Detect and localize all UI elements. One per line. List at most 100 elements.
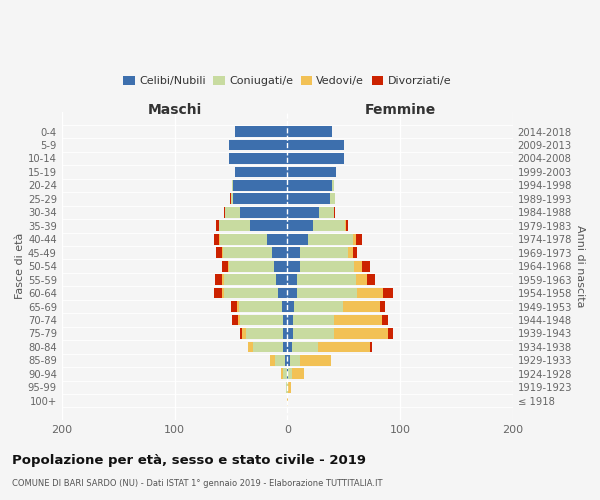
Bar: [308, 234, 353, 244]
Bar: [278, 288, 287, 298]
Bar: [357, 288, 383, 298]
Bar: [222, 288, 224, 298]
Bar: [298, 274, 356, 285]
Bar: [383, 288, 394, 298]
Bar: [289, 368, 292, 379]
Bar: [250, 220, 287, 231]
Bar: [287, 274, 298, 285]
Bar: [245, 328, 283, 339]
Bar: [231, 301, 236, 312]
Bar: [356, 274, 367, 285]
Bar: [332, 180, 334, 191]
Bar: [300, 261, 354, 272]
Bar: [334, 328, 388, 339]
Bar: [214, 288, 222, 298]
Bar: [240, 314, 283, 326]
Bar: [224, 274, 276, 285]
Bar: [223, 248, 272, 258]
Bar: [287, 234, 308, 244]
Bar: [235, 126, 287, 137]
Bar: [287, 180, 332, 191]
Bar: [287, 396, 289, 406]
Bar: [224, 207, 225, 218]
Bar: [370, 342, 372, 352]
Bar: [281, 368, 283, 379]
Bar: [229, 140, 287, 150]
Bar: [287, 207, 319, 218]
Bar: [356, 234, 362, 244]
Bar: [290, 355, 300, 366]
Bar: [239, 301, 281, 312]
Y-axis label: Fasce di età: Fasce di età: [15, 233, 25, 300]
Bar: [216, 248, 222, 258]
Bar: [292, 368, 304, 379]
Bar: [271, 355, 275, 366]
Bar: [287, 355, 290, 366]
Bar: [353, 248, 357, 258]
Bar: [287, 342, 292, 352]
Bar: [218, 220, 250, 231]
Bar: [287, 301, 294, 312]
Bar: [287, 328, 293, 339]
Bar: [215, 274, 222, 285]
Bar: [380, 301, 385, 312]
Bar: [319, 207, 334, 218]
Bar: [233, 180, 287, 191]
Bar: [287, 166, 336, 177]
Bar: [367, 274, 375, 285]
Bar: [275, 355, 285, 366]
Y-axis label: Anni di nascita: Anni di nascita: [575, 225, 585, 308]
Bar: [298, 288, 357, 298]
Bar: [354, 261, 362, 272]
Bar: [283, 328, 287, 339]
Bar: [225, 207, 240, 218]
Bar: [388, 328, 394, 339]
Bar: [343, 301, 380, 312]
Bar: [287, 153, 344, 164]
Bar: [240, 207, 287, 218]
Bar: [287, 288, 298, 298]
Bar: [382, 314, 388, 326]
Bar: [231, 194, 233, 204]
Bar: [287, 248, 300, 258]
Bar: [300, 248, 348, 258]
Bar: [214, 234, 218, 244]
Bar: [274, 261, 287, 272]
Text: Femmine: Femmine: [364, 103, 436, 117]
Bar: [218, 234, 220, 244]
Bar: [330, 194, 335, 204]
Bar: [287, 382, 289, 392]
Bar: [242, 328, 245, 339]
Bar: [220, 234, 267, 244]
Bar: [236, 301, 239, 312]
Bar: [287, 140, 344, 150]
Bar: [272, 248, 287, 258]
Bar: [313, 220, 345, 231]
Bar: [287, 368, 289, 379]
Bar: [222, 274, 224, 285]
Legend: Celibi/Nubili, Coniugati/e, Vedovi/e, Divorziati/e: Celibi/Nubili, Coniugati/e, Vedovi/e, Di…: [119, 72, 455, 91]
Bar: [248, 342, 253, 352]
Text: Maschi: Maschi: [148, 103, 202, 117]
Bar: [334, 207, 335, 218]
Bar: [287, 314, 293, 326]
Bar: [222, 248, 223, 258]
Bar: [240, 328, 242, 339]
Bar: [216, 220, 218, 231]
Bar: [353, 234, 356, 244]
Bar: [287, 194, 330, 204]
Bar: [346, 220, 348, 231]
Bar: [285, 355, 287, 366]
Bar: [224, 288, 278, 298]
Bar: [293, 328, 334, 339]
Bar: [287, 126, 332, 137]
Bar: [229, 261, 274, 272]
Bar: [283, 368, 287, 379]
Text: COMUNE DI BARI SARDO (NU) - Dati ISTAT 1° gennaio 2019 - Elaborazione TUTTITALIA: COMUNE DI BARI SARDO (NU) - Dati ISTAT 1…: [12, 479, 383, 488]
Bar: [286, 382, 287, 392]
Bar: [293, 314, 334, 326]
Bar: [334, 314, 382, 326]
Bar: [232, 314, 238, 326]
Bar: [232, 180, 233, 191]
Bar: [276, 274, 287, 285]
